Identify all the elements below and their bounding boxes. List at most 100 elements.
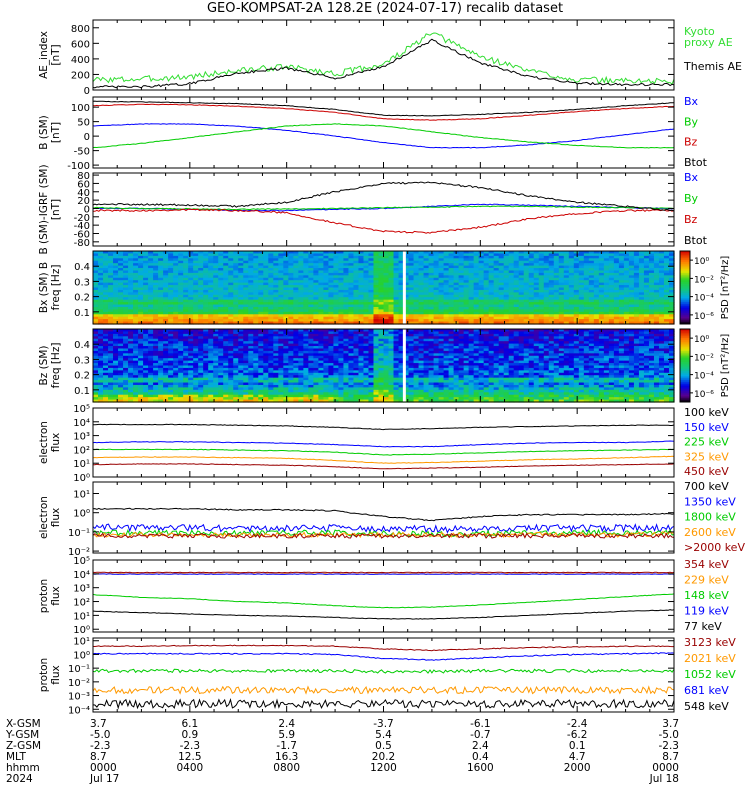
spectrogram-cell [308, 285, 314, 289]
spectrogram-cell [663, 287, 670, 291]
spectrogram-cell [668, 311, 675, 315]
spectrogram-cell [468, 282, 475, 286]
spectrogram-cell [578, 272, 585, 276]
spectrogram-cell [133, 372, 139, 376]
spectrogram-cell [233, 314, 239, 318]
spectrogram-cell [138, 255, 144, 259]
spectrogram-cell [458, 309, 465, 313]
spectrogram-cell [263, 375, 269, 379]
spectrogram-cell [468, 299, 475, 303]
spectrogram-cell [213, 336, 219, 340]
spectrogram-cell [388, 277, 395, 281]
spectrogram-cell [393, 258, 400, 262]
colorbar-segment [680, 314, 690, 318]
spectrogram-cell [223, 309, 229, 313]
spectrogram-cell [318, 253, 324, 257]
spectrogram-cell [208, 297, 214, 301]
spectrogram-cell [508, 294, 515, 298]
spectrogram-cell [628, 280, 635, 284]
spectrogram-cell [348, 260, 355, 264]
spectrogram-cell [643, 272, 650, 276]
spectrogram-cell [233, 346, 239, 350]
spectrogram-cell [613, 272, 620, 276]
spectrogram-cell [463, 309, 470, 313]
spectrogram-cell [628, 285, 635, 289]
spectrogram-cell [358, 255, 365, 259]
spectrogram-cell [643, 277, 650, 281]
spectrogram-cell [423, 260, 430, 264]
spectrogram-cell [108, 287, 114, 291]
spectrogram-cell [338, 272, 345, 276]
spectrogram-cell [148, 329, 154, 333]
legend-line: By [684, 192, 699, 205]
spectrogram-cell [208, 272, 214, 276]
spectrogram-cell [218, 392, 224, 396]
spectrogram-cell [93, 370, 99, 374]
spectrogram-cell [448, 285, 455, 289]
spectrogram-cell [433, 289, 440, 293]
spectrogram-cell [513, 306, 520, 310]
spectrogram-cell [653, 292, 660, 296]
spectrogram-cell [128, 265, 134, 269]
spectrogram-cell [368, 258, 375, 262]
spectrogram-cell [608, 268, 615, 272]
spectrogram-cell [508, 302, 515, 306]
spectrogram-cell [283, 265, 289, 269]
spectrogram-cell [503, 306, 510, 310]
spectrogram-cell [243, 287, 249, 291]
spectrogram-cell [283, 289, 289, 293]
spectrogram-cell [263, 270, 269, 274]
spectrogram-cell [328, 319, 335, 323]
spectrogram-cell [588, 277, 595, 281]
spectrogram-cell [203, 285, 209, 289]
spectrogram-cell [333, 302, 340, 306]
spectrogram-cell [138, 387, 144, 391]
spectrogram-cell [258, 299, 264, 303]
spectrogram-cell [373, 275, 380, 279]
spectrogram-cell [598, 263, 605, 267]
spectrogram-cell [108, 302, 114, 306]
colorbar-segment [680, 291, 690, 294]
spectrogram-cell [603, 275, 610, 279]
spectrogram-cell [268, 287, 274, 291]
spectrogram-cell [623, 265, 630, 269]
spectrogram-cell [653, 272, 660, 276]
spectrogram-cell [528, 292, 535, 296]
spectrogram-cell [273, 331, 279, 335]
spectrogram-cell [173, 360, 179, 364]
spectrogram-cell [183, 336, 189, 340]
spectrogram-cell [273, 380, 279, 384]
spectrogram-cell [408, 302, 415, 306]
y-tick-label: -100 [67, 161, 90, 172]
spectrogram-cell [178, 360, 184, 364]
spectrogram-cell [308, 314, 314, 318]
spectrogram-cell [118, 280, 124, 284]
spectrogram-cell [473, 292, 480, 296]
spectrogram-cell [588, 297, 595, 301]
spectrogram-cell [408, 277, 415, 281]
spectrogram-cell [368, 316, 375, 320]
spectrogram-cell [258, 372, 264, 376]
spectrogram-cell [523, 309, 530, 313]
spectrogram-cell [178, 292, 184, 296]
colorbar-segment [680, 258, 690, 261]
spectrogram-cell [493, 263, 500, 267]
y-tick-label: -50 [74, 147, 90, 158]
spectrogram-cell [353, 299, 360, 303]
spectrogram-cell [538, 251, 545, 255]
spectrogram-cell [403, 255, 410, 259]
spectrogram-cell [268, 336, 274, 340]
spectrogram-cell [668, 292, 675, 296]
spectrogram-cell [138, 302, 144, 306]
spectrogram-cell [468, 272, 475, 276]
spectrogram-cell [478, 309, 485, 313]
spectrogram-cell [563, 304, 570, 308]
spectrogram-cell [538, 272, 545, 276]
spectrogram-cell [103, 355, 109, 359]
spectrogram-cell [418, 260, 425, 264]
spectrogram-cell [578, 299, 585, 303]
spectrogram-cell [138, 272, 144, 276]
spectrogram-cell [108, 389, 114, 393]
spectrogram-cell [118, 367, 124, 371]
